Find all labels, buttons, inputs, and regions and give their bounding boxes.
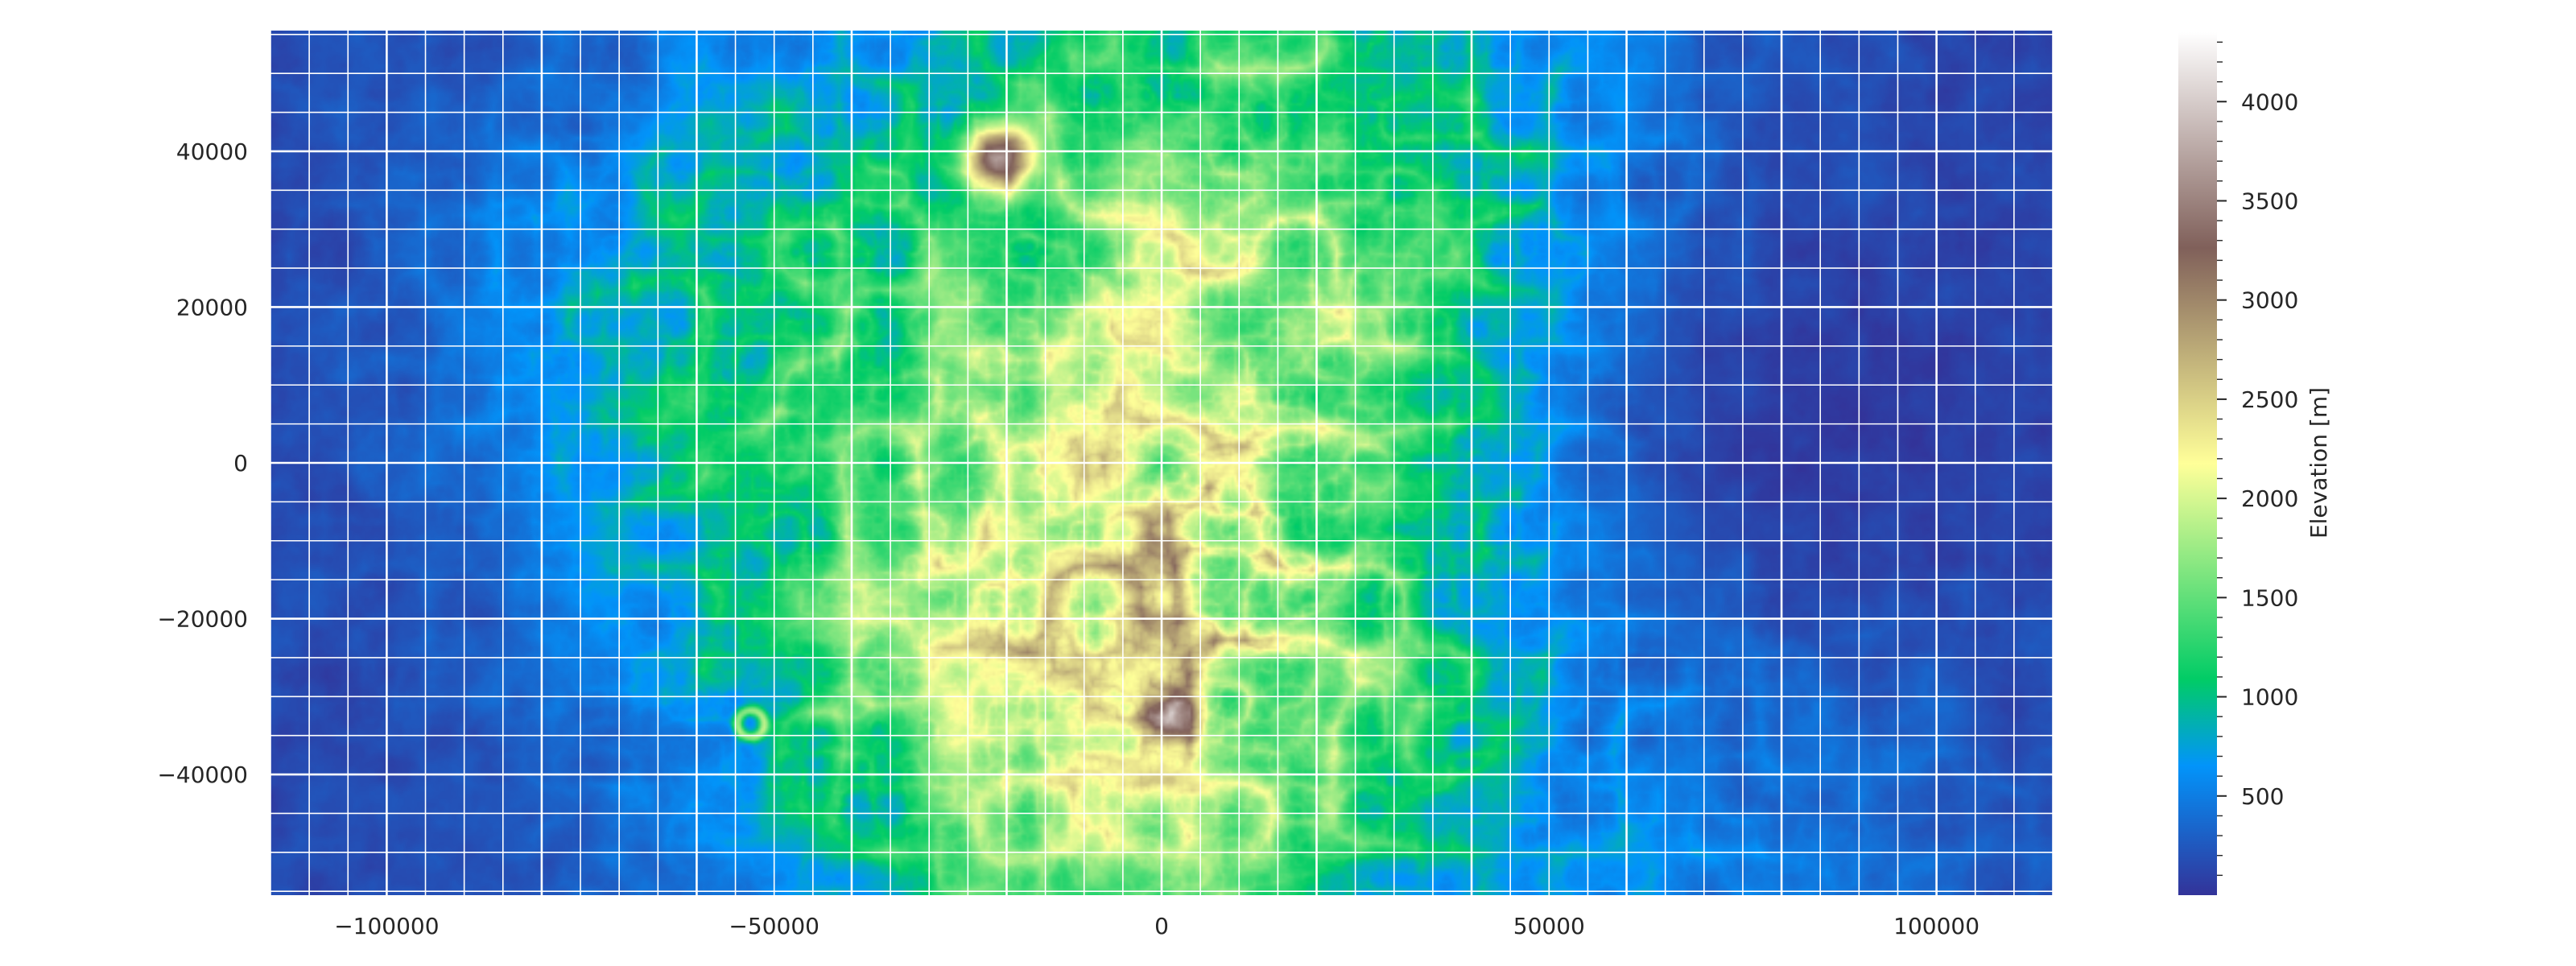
colorbar-tick-label: 500 bbox=[2241, 783, 2284, 810]
colorbar-label: Elevation [m] bbox=[2306, 387, 2332, 539]
x-tick-label: 50000 bbox=[1513, 913, 1585, 939]
colorbar: 500 1000 1500 2000 2500 3000 3500 4000 Elevatio… bbox=[2178, 32, 2332, 895]
x-tick-label: −50000 bbox=[729, 913, 819, 939]
colorbar-tick-label: 2500 bbox=[2241, 386, 2298, 413]
colorbar-ticks: 500 1000 1500 2000 2500 3000 3500 4000 bbox=[2217, 41, 2298, 877]
y-tick-label: −20000 bbox=[157, 606, 248, 633]
colorbar-tick-label: 1500 bbox=[2241, 584, 2298, 611]
x-tick-label: −100000 bbox=[334, 913, 439, 939]
plot-area bbox=[270, 31, 2053, 895]
y-tick-label: −40000 bbox=[157, 762, 248, 788]
x-axis: −100000 −50000 0 50000 100000 bbox=[334, 913, 1979, 939]
colorbar-tick-label: 3000 bbox=[2241, 287, 2298, 314]
y-tick-label: 0 bbox=[233, 450, 248, 477]
y-tick-label: 20000 bbox=[176, 294, 248, 320]
colorbar-gradient bbox=[2178, 32, 2217, 895]
colorbar-tick-label: 3500 bbox=[2241, 188, 2298, 214]
colorbar-tick-label: 1000 bbox=[2241, 684, 2298, 711]
x-tick-label: 0 bbox=[1154, 913, 1169, 939]
x-tick-label: 100000 bbox=[1893, 913, 1979, 939]
colorbar-tick-label: 4000 bbox=[2241, 89, 2298, 115]
y-axis: 40000 20000 0 −20000 −40000 bbox=[157, 138, 248, 788]
colorbar-tick-label: 2000 bbox=[2241, 485, 2298, 512]
grid-lines bbox=[270, 31, 2053, 895]
y-tick-label: 40000 bbox=[176, 138, 248, 165]
